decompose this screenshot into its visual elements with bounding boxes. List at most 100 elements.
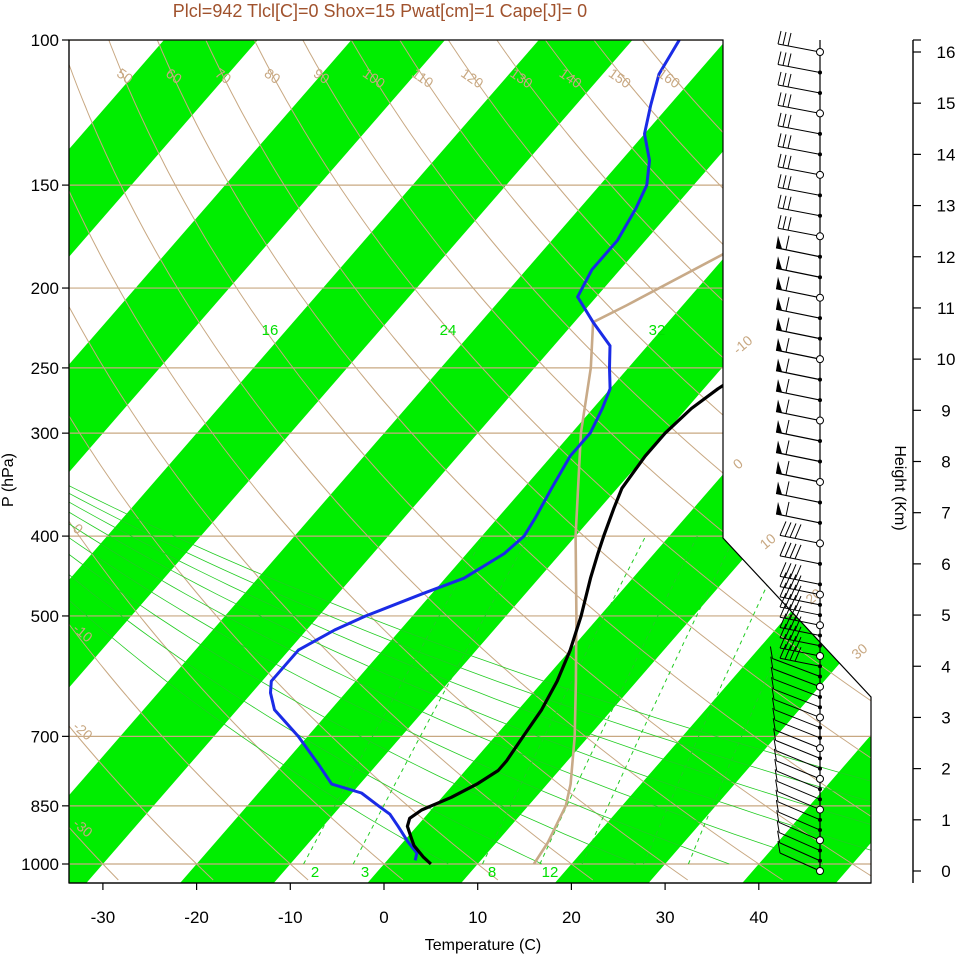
moist-adiabat <box>69 367 824 865</box>
barb-station-dot <box>818 735 822 740</box>
wind-barb <box>775 779 824 814</box>
pressure-tick-label: 300 <box>31 424 59 443</box>
barb-shaft <box>778 811 821 831</box>
barb-station-dot <box>818 664 822 669</box>
pressure-tick-label: 400 <box>31 527 59 546</box>
barb-feather <box>789 523 797 538</box>
moist-adiabat <box>69 367 871 865</box>
wind-barb <box>775 440 822 464</box>
wind-barb <box>775 399 824 425</box>
barb-station-dot <box>818 152 822 157</box>
height-tick-label: 6 <box>941 555 950 574</box>
barb-feather <box>779 644 787 659</box>
wind-barbs <box>769 30 824 875</box>
pressure-tick-label: 150 <box>31 176 59 195</box>
barb-feather <box>784 573 792 588</box>
barb-station-dot <box>818 336 822 341</box>
barb-shaft <box>775 472 821 483</box>
barb-station-dot <box>818 70 822 75</box>
barb-feather <box>779 623 787 638</box>
barb-feather <box>779 541 787 557</box>
wind-barb <box>775 378 822 403</box>
dry-adiabat <box>108 40 871 881</box>
height-axis-label: Height (Km) <box>891 445 908 530</box>
barb-station-dot <box>818 828 822 833</box>
barb-feather <box>777 174 782 188</box>
dry-adiabat <box>205 40 871 881</box>
barb-station-dot <box>818 858 822 863</box>
wind-barb <box>777 92 824 118</box>
moist-adiabat <box>69 367 871 865</box>
barb-station-circle <box>816 713 824 722</box>
barb-feather <box>774 769 778 782</box>
barb-shaft <box>775 431 821 442</box>
barb-feather <box>787 53 792 67</box>
moist-adiabat <box>69 367 543 865</box>
barb-feather <box>784 614 792 629</box>
wind-barb <box>773 738 822 771</box>
mixing-ratio-label: 12 <box>542 864 559 881</box>
height-tick-label: 16 <box>937 43 956 62</box>
wind-barb <box>773 748 824 783</box>
barb-feather <box>789 646 797 661</box>
barb-shaft <box>779 647 821 657</box>
barb-shaft <box>773 698 821 718</box>
barb-station-dot <box>818 90 822 95</box>
height-tick-label: 15 <box>937 94 956 113</box>
wind-barb <box>771 687 824 722</box>
barb-station-circle <box>816 621 824 630</box>
barb-feather <box>784 624 792 639</box>
barb-feather <box>794 575 802 590</box>
barb-shaft <box>774 709 821 729</box>
barb-feather <box>785 358 790 373</box>
barb-station-dot <box>818 520 822 525</box>
wind-barb <box>779 613 822 638</box>
wind-barb <box>779 582 822 607</box>
barb-pennant <box>776 501 782 515</box>
barb-station-dot <box>818 275 822 280</box>
wind-barb <box>777 174 822 198</box>
barb-station-dot <box>818 582 822 587</box>
barb-feather <box>773 748 777 761</box>
barb-station-dot <box>818 848 822 853</box>
dry-adiabat <box>69 40 783 881</box>
wind-barb <box>775 235 822 259</box>
barb-shaft <box>777 186 821 196</box>
barb-station-dot <box>818 500 822 505</box>
barb-feather <box>784 522 792 537</box>
barb-shaft <box>773 678 821 698</box>
barb-station-circle <box>816 48 824 56</box>
barb-station-dot <box>818 766 822 771</box>
barb-feather <box>775 779 779 792</box>
mixing-ratio-label: 32 <box>649 322 666 339</box>
barb-shaft <box>777 43 821 53</box>
height-tick-label: 1 <box>941 811 950 830</box>
barb-feather <box>782 175 787 189</box>
mixing-ratio-line <box>303 535 485 865</box>
barb-shaft <box>772 658 821 677</box>
barb-station-circle <box>816 590 824 599</box>
barb-feather <box>779 603 787 618</box>
barb-feather <box>787 196 792 210</box>
barb-feather <box>777 92 782 106</box>
wind-barb <box>777 153 824 179</box>
wind-barb <box>777 840 824 875</box>
mixing-ratio-line <box>643 535 791 865</box>
barb-shaft <box>775 750 821 770</box>
mixing-ratio-line <box>581 535 736 865</box>
wind-barb <box>777 215 824 241</box>
barb-feather <box>782 195 787 209</box>
dry-adiabat <box>350 40 871 881</box>
dry-adiabat <box>69 40 688 881</box>
moist-adiabat <box>69 367 871 865</box>
wind-barb <box>772 707 822 740</box>
barb-feather <box>777 112 782 127</box>
barb-feather <box>789 605 797 620</box>
wind-barb <box>770 656 824 691</box>
barb-feather <box>777 830 781 843</box>
mixing-ratio-line <box>687 535 831 865</box>
height-tick-label: 8 <box>941 453 950 472</box>
barb-feather <box>782 216 787 230</box>
barb-pennant <box>776 297 782 311</box>
barb-feather <box>784 604 792 619</box>
